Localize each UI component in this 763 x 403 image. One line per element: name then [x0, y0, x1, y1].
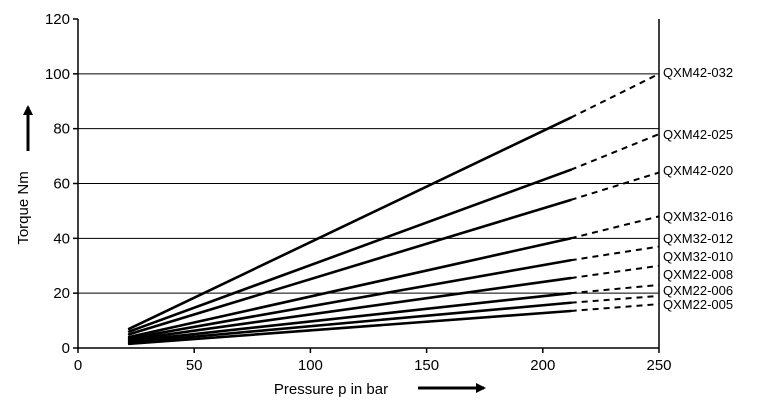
y-axis-label: Torque Nm — [15, 171, 32, 244]
series-label: QXM42-032 — [663, 65, 733, 80]
series-line-solid — [127, 237, 572, 339]
series-line-solid — [127, 168, 572, 333]
y-tick-label: 20 — [53, 285, 70, 302]
series-line-dashed — [570, 171, 660, 201]
series-line-dashed — [570, 215, 660, 240]
series-line-solid — [127, 309, 572, 346]
x-tick-label: 150 — [414, 357, 439, 374]
series-line-solid — [127, 291, 572, 343]
series-line-dashed — [570, 283, 660, 295]
tick-labels: 0 20 40 60 80 100 120 0 50 100 150 200 250 — [45, 11, 672, 374]
y-tick-label: 0 — [62, 340, 70, 357]
series-lines — [127, 72, 660, 346]
series-line-solid — [127, 258, 572, 340]
series-line-solid — [127, 116, 572, 331]
series-line-solid — [127, 301, 572, 344]
y-tick-label: 60 — [53, 176, 70, 193]
x-tick-label: 100 — [298, 357, 323, 374]
series-line-dashed — [570, 264, 660, 280]
series-label: QXM32-010 — [663, 249, 733, 264]
series-label: QXM22-008 — [663, 267, 733, 282]
series-line-dashed — [570, 133, 660, 171]
y-tick-label: 40 — [53, 230, 70, 247]
series-line-solid — [127, 276, 572, 342]
series-line-dashed — [570, 303, 660, 312]
series-line-dashed — [570, 294, 660, 304]
axes — [73, 18, 660, 353]
x-tick-label: 250 — [646, 357, 671, 374]
series-label: QXM32-012 — [663, 231, 733, 246]
x-tick-label: 200 — [530, 357, 555, 374]
series-label: QXM22-005 — [663, 297, 733, 312]
y-tick-label: 120 — [45, 11, 70, 28]
x-tick-label: 50 — [186, 357, 203, 374]
y-tick-label: 80 — [53, 121, 70, 138]
series-label: QXM32-016 — [663, 209, 733, 224]
series-label: QXM42-020 — [663, 163, 733, 178]
series-line-solid — [127, 198, 572, 336]
series-label: QXM22-006 — [663, 283, 733, 298]
y-tick-label: 100 — [45, 66, 70, 83]
series-label: QXM42-025 — [663, 127, 733, 142]
series-line-dashed — [570, 72, 660, 119]
x-tick-label: 0 — [74, 357, 82, 374]
series-line-dashed — [570, 245, 660, 262]
x-axis-label: Pressure p in bar — [274, 381, 388, 398]
series-labels: QXM42-032 QXM42-025 QXM42-020 QXM32-016 QXM3… — [663, 65, 733, 312]
